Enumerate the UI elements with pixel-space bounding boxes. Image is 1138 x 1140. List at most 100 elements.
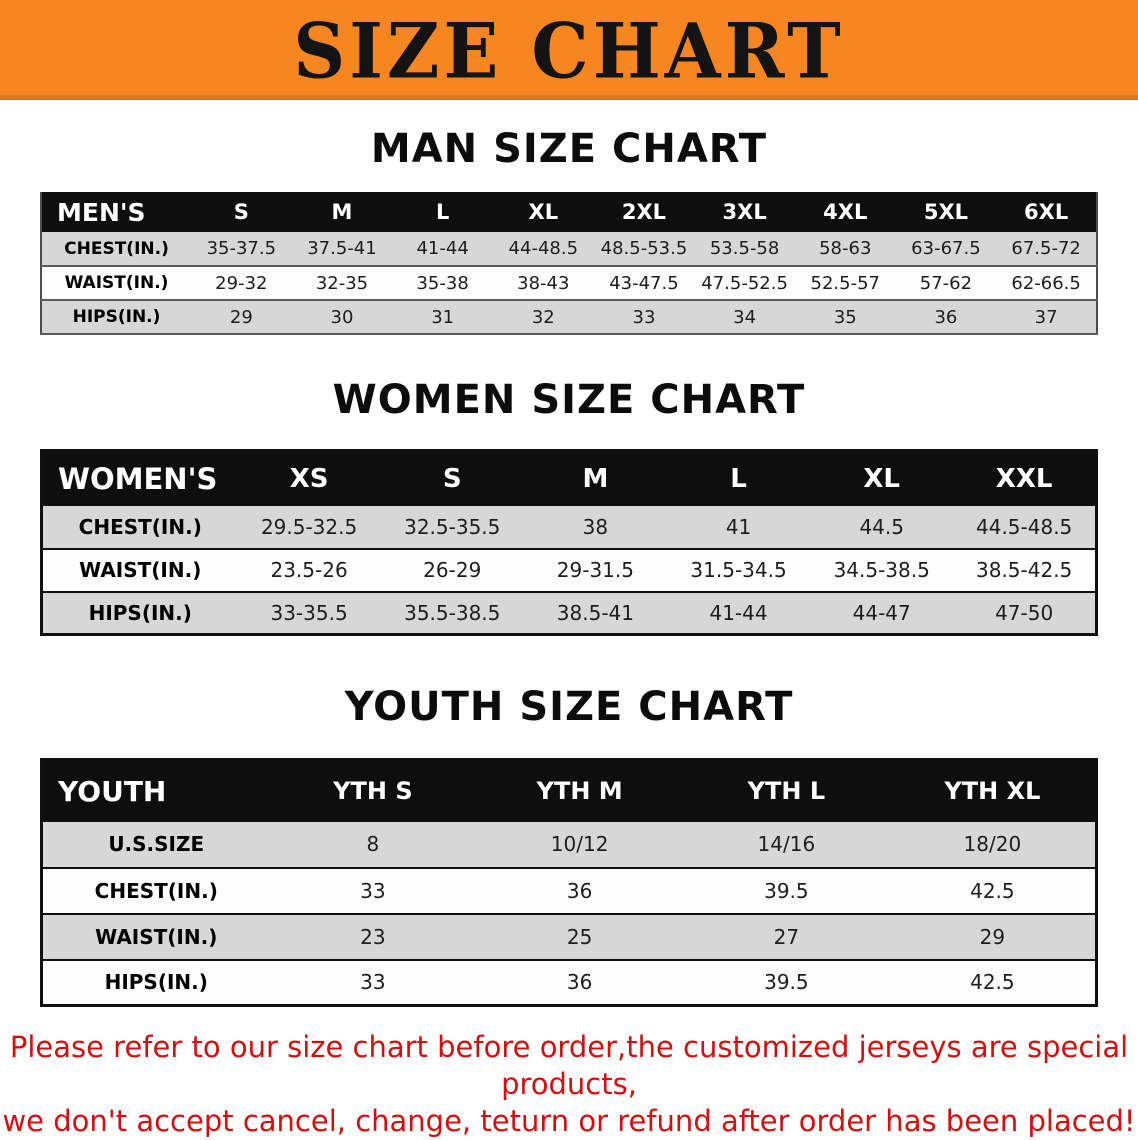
youth-size-chart-heading: YOUTH SIZE CHART xyxy=(344,684,794,730)
size-column-header: S xyxy=(380,450,524,506)
table-header-row: MEN'S S M L XL 2XL 3XL 4XL 5XL 6XL xyxy=(41,192,1097,232)
measurement-value: 41-44 xyxy=(666,591,811,636)
row-label: HIPS(IN.) xyxy=(41,300,191,335)
measurement-value: 25 xyxy=(476,913,683,961)
measurement-value: 31.5-34.5 xyxy=(666,548,811,593)
measurement-value: 42.5 xyxy=(889,959,1097,1007)
measurement-value: 23.5-26 xyxy=(237,548,381,593)
measurement-value: 29-32 xyxy=(191,266,292,301)
measurement-value: 67.5-72 xyxy=(996,232,1097,267)
table-row: CHEST(IN.) 29.5-32.5 32.5-35.5 38 41 44.5 44.5… xyxy=(41,505,1097,550)
row-label: HIPS(IN.) xyxy=(41,591,238,636)
row-label: WAIST(IN.) xyxy=(41,913,270,961)
measurement-value: 52.5-57 xyxy=(794,266,896,301)
table-corner-label: WOMEN'S xyxy=(41,450,238,506)
measurement-value: 44.5-48.5 xyxy=(953,505,1097,550)
table-row: HIPS(IN.) 33-35.5 35.5-38.5 38.5-41 41-44 44-… xyxy=(41,591,1097,636)
size-column-header: M xyxy=(291,192,393,232)
table-row: HIPS(IN.) 33 36 39.5 42.5 xyxy=(41,959,1097,1007)
youth-size-table: YOUTH YTH S YTH M YTH L YTH XL U.S.SIZE 8 10/12… xyxy=(40,758,1098,1007)
measurement-value: 37 xyxy=(996,300,1097,335)
measurement-value: 44-47 xyxy=(810,591,954,636)
size-column-header: 3XL xyxy=(694,192,795,232)
measurement-value: 27 xyxy=(683,913,890,961)
measurement-value: 43-47.5 xyxy=(593,266,695,301)
measurement-value: 48.5-53.5 xyxy=(593,232,695,267)
women-size-chart-heading: WOMEN SIZE CHART xyxy=(332,377,806,423)
order-note: Please refer to our size chart before or… xyxy=(0,1029,1138,1140)
measurement-value: 35-37.5 xyxy=(191,232,292,267)
measurement-value: 36 xyxy=(476,959,683,1007)
size-chart-banner: SIZE CHART xyxy=(0,0,1138,100)
table-corner-label: YOUTH xyxy=(41,759,270,822)
table-row: WAIST(IN.) 23.5-26 26-29 29-31.5 31.5-34.5 34… xyxy=(41,548,1097,593)
row-label: U.S.SIZE xyxy=(41,821,270,869)
youth-size-table-container: YOUTH YTH S YTH M YTH L YTH XL U.S.SIZE 8 10/12… xyxy=(0,758,1138,1007)
measurement-value: 23 xyxy=(269,913,477,961)
women-size-table-container: WOMEN'S XS S M L XL XXL CHEST(IN.) 29.5-32.5 32.5… xyxy=(0,449,1138,636)
measurement-value: 35 xyxy=(794,300,896,335)
order-note-line1: Please refer to our size chart before or… xyxy=(9,1030,1129,1101)
measurement-value: 36 xyxy=(476,867,683,915)
size-column-header: 5XL xyxy=(895,192,997,232)
measurement-value: 35.5-38.5 xyxy=(380,591,524,636)
size-column-header: XL xyxy=(810,450,954,506)
measurement-value: 42.5 xyxy=(889,867,1097,915)
measurement-value: 41 xyxy=(666,505,811,550)
measurement-value: 38-43 xyxy=(492,266,594,301)
row-label: CHEST(IN.) xyxy=(41,867,270,915)
table-header-row: WOMEN'S XS S M L XL XXL xyxy=(41,450,1097,506)
size-column-header: XXL xyxy=(953,450,1097,506)
row-label: WAIST(IN.) xyxy=(41,266,191,301)
size-column-header: L xyxy=(392,192,493,232)
measurement-value: 14/16 xyxy=(683,821,890,869)
measurement-value: 30 xyxy=(291,300,393,335)
measurement-value: 33 xyxy=(269,959,477,1007)
measurement-value: 58-63 xyxy=(794,232,896,267)
measurement-value: 26-29 xyxy=(380,548,524,593)
measurement-value: 34.5-38.5 xyxy=(810,548,954,593)
table-row: WAIST(IN.) 29-32 32-35 35-38 38-43 43-47.5 47.… xyxy=(41,266,1097,301)
table-row: WAIST(IN.) 23 25 27 29 xyxy=(41,913,1097,961)
table-row: CHEST(IN.) 35-37.5 37.5-41 41-44 44-48.5 48.5… xyxy=(41,232,1097,267)
measurement-value: 38.5-41 xyxy=(523,591,667,636)
man-size-chart-heading: MAN SIZE CHART xyxy=(370,126,768,172)
row-label: CHEST(IN.) xyxy=(41,232,191,267)
men-size-table-container: MEN'S S M L XL 2XL 3XL 4XL 5XL 6XL CHEST(IN.) 35-37… xyxy=(0,192,1138,335)
measurement-value: 53.5-58 xyxy=(694,232,795,267)
measurement-value: 29-31.5 xyxy=(523,548,667,593)
measurement-value: 62-66.5 xyxy=(996,266,1097,301)
size-column-header: YTH M xyxy=(476,759,683,822)
measurement-value: 33 xyxy=(269,867,477,915)
measurement-value: 39.5 xyxy=(683,867,890,915)
size-column-header: 6XL xyxy=(996,192,1097,232)
measurement-value: 41-44 xyxy=(392,232,493,267)
size-column-header: YTH L xyxy=(683,759,890,822)
measurement-value: 39.5 xyxy=(683,959,890,1007)
size-column-header: L xyxy=(666,450,811,506)
measurement-value: 10/12 xyxy=(476,821,683,869)
measurement-value: 37.5-41 xyxy=(291,232,393,267)
size-column-header: S xyxy=(191,192,292,232)
measurement-value: 44.5 xyxy=(810,505,954,550)
measurement-value: 32 xyxy=(492,300,594,335)
measurement-value: 38 xyxy=(523,505,667,550)
table-corner-label: MEN'S xyxy=(41,192,191,232)
measurement-value: 36 xyxy=(895,300,997,335)
size-column-header: M xyxy=(523,450,667,506)
table-row: HIPS(IN.) 29 30 31 32 33 34 35 36 37 xyxy=(41,300,1097,335)
measurement-value: 29 xyxy=(191,300,292,335)
measurement-value: 31 xyxy=(392,300,493,335)
size-column-header: 2XL xyxy=(593,192,695,232)
row-label: WAIST(IN.) xyxy=(41,548,238,593)
measurement-value: 38.5-42.5 xyxy=(953,548,1097,593)
measurement-value: 35-38 xyxy=(392,266,493,301)
men-size-table: MEN'S S M L XL 2XL 3XL 4XL 5XL 6XL CHEST(IN.) 35-37… xyxy=(40,192,1098,335)
size-chart-title: SIZE CHART xyxy=(293,5,845,95)
measurement-value: 47.5-52.5 xyxy=(694,266,795,301)
women-size-chart-section: WOMEN SIZE CHART WOMEN'S XS S M L XL XXL CHEST(… xyxy=(0,377,1138,636)
measurement-value: 33 xyxy=(593,300,695,335)
size-column-header: YTH XL xyxy=(889,759,1097,822)
measurement-value: 32.5-35.5 xyxy=(380,505,524,550)
